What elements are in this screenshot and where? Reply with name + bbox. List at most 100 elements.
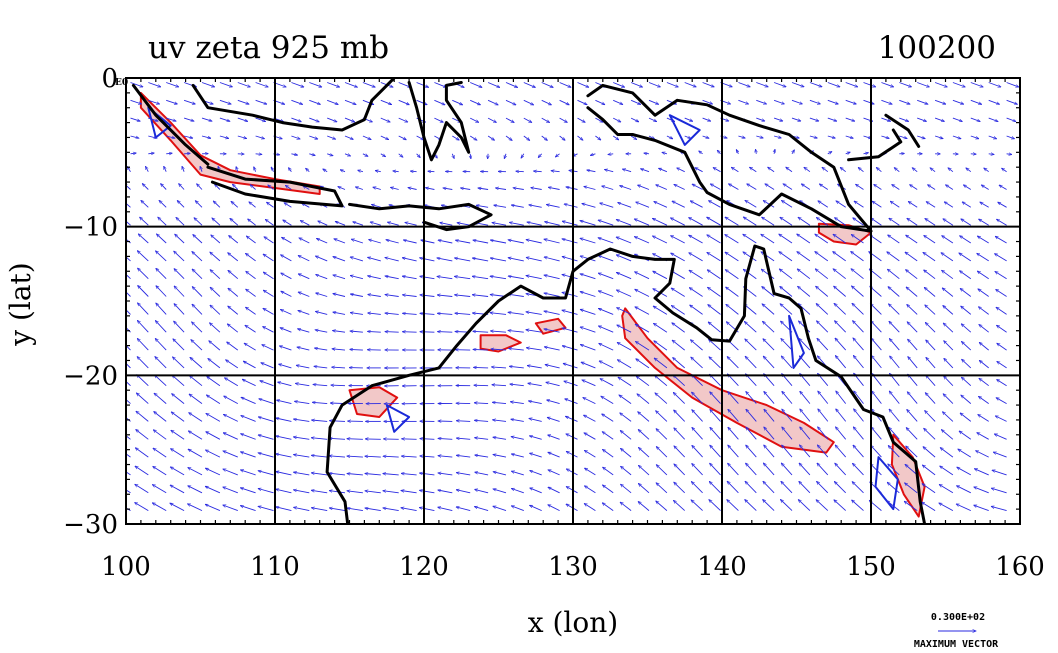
wind-vector: [764, 445, 775, 458]
wind-vector: [492, 223, 507, 226]
wind-vector: [580, 292, 596, 297]
wind-vector: [172, 375, 185, 387]
wind-vector: [673, 392, 686, 404]
wind-vector: [508, 258, 524, 262]
wind-vector: [523, 135, 530, 140]
wind-vector: [608, 154, 614, 155]
wind-vector: [350, 331, 363, 332]
wind-vector: [338, 187, 346, 190]
wind-vector: [942, 288, 954, 297]
wind-vector: [926, 357, 936, 369]
wind-vector: [853, 338, 864, 351]
wind-vector: [577, 135, 583, 140]
wind-vector: [692, 410, 703, 422]
wind-vector: [943, 219, 954, 226]
wind-vector: [768, 167, 775, 173]
wind-vector: [544, 239, 560, 244]
wind-vector: [799, 481, 811, 494]
wind-vector: [853, 427, 864, 440]
wind-vector: [327, 99, 338, 104]
wind-vector: [511, 419, 524, 422]
wind-vector: [871, 427, 882, 440]
wind-vector: [283, 220, 292, 226]
wind-vector: [401, 491, 417, 494]
wind-vector: [279, 346, 292, 351]
wind-vector: [282, 237, 292, 244]
wind-vector: [267, 202, 274, 208]
wind-vector: [603, 485, 614, 494]
wind-vector: [816, 286, 829, 297]
wind-vector: [438, 240, 453, 244]
wind-vector: [559, 99, 570, 105]
x-tick-labels: 100 110 120 130 140 150 160: [101, 552, 1045, 582]
wind-vector: [655, 375, 668, 387]
wind-vector: [250, 185, 256, 190]
wind-vector: [600, 203, 614, 208]
wind-vector: [598, 273, 614, 280]
wind-vector: [155, 321, 167, 333]
wind-vector: [881, 82, 893, 87]
wind-vector: [818, 391, 829, 404]
wind-vector: [487, 82, 500, 88]
wind-vector: [562, 239, 578, 244]
wind-vector: [595, 99, 605, 104]
wind-vector: [674, 410, 686, 422]
wind-vector: [311, 508, 328, 512]
wind-vector: [544, 293, 560, 297]
wind-vector: [291, 82, 304, 88]
wind-vector: [511, 489, 524, 494]
wind-vector: [279, 364, 292, 369]
wind-vector: [316, 293, 328, 297]
wind-vector: [490, 331, 507, 332]
wind-vector: [926, 375, 936, 386]
wind-vector: [548, 505, 560, 512]
wind-vector: [835, 463, 847, 476]
wind-vector: [505, 135, 512, 140]
wind-vector: [416, 153, 421, 158]
wind-vector: [294, 490, 310, 494]
wind-vector: [809, 135, 817, 138]
wind-vector: [126, 489, 131, 494]
wind-vector: [126, 273, 131, 280]
wind-vector: [254, 167, 256, 172]
wind-vector: [316, 275, 328, 280]
wind-vector: [725, 235, 739, 244]
wind-vector: [581, 362, 596, 369]
wind-vector: [666, 117, 675, 121]
wind-vector: [797, 252, 811, 262]
wind-vector: [603, 449, 614, 458]
wind-vector: [265, 219, 274, 226]
wind-vector: [200, 166, 202, 172]
wind-vector: [708, 287, 721, 297]
wind-vector: [311, 473, 328, 476]
wind-vector: [602, 414, 614, 422]
wind-vector: [527, 222, 542, 226]
wind-vector: [456, 473, 471, 476]
wind-vector: [816, 304, 829, 315]
wind-vector: [923, 252, 936, 262]
wind-vector: [726, 287, 739, 297]
wind-vector: [351, 239, 364, 244]
wind-vector: [888, 464, 900, 476]
wind-vector: [942, 412, 954, 422]
wind-vector: [853, 356, 864, 369]
wind-vector: [126, 344, 131, 351]
wind-vector: [420, 258, 435, 262]
wind-vector: [890, 201, 900, 208]
wind-vector: [456, 421, 471, 422]
wind-vector: [201, 135, 211, 138]
wind-vector: [671, 306, 685, 315]
x-tick-label: 100: [101, 552, 151, 582]
wind-vector: [580, 274, 596, 280]
wind-vector: [934, 99, 946, 104]
wind-vector: [294, 419, 310, 422]
wind-vector: [872, 391, 882, 404]
wind-vector: [157, 234, 167, 244]
wind-vector: [815, 269, 829, 280]
wind-vector: [315, 311, 328, 315]
wind-vector: [809, 117, 819, 121]
wind-vector: [791, 117, 801, 121]
wind-vector: [845, 82, 858, 87]
wind-vector: [476, 205, 489, 208]
wind-vector: [763, 500, 775, 511]
